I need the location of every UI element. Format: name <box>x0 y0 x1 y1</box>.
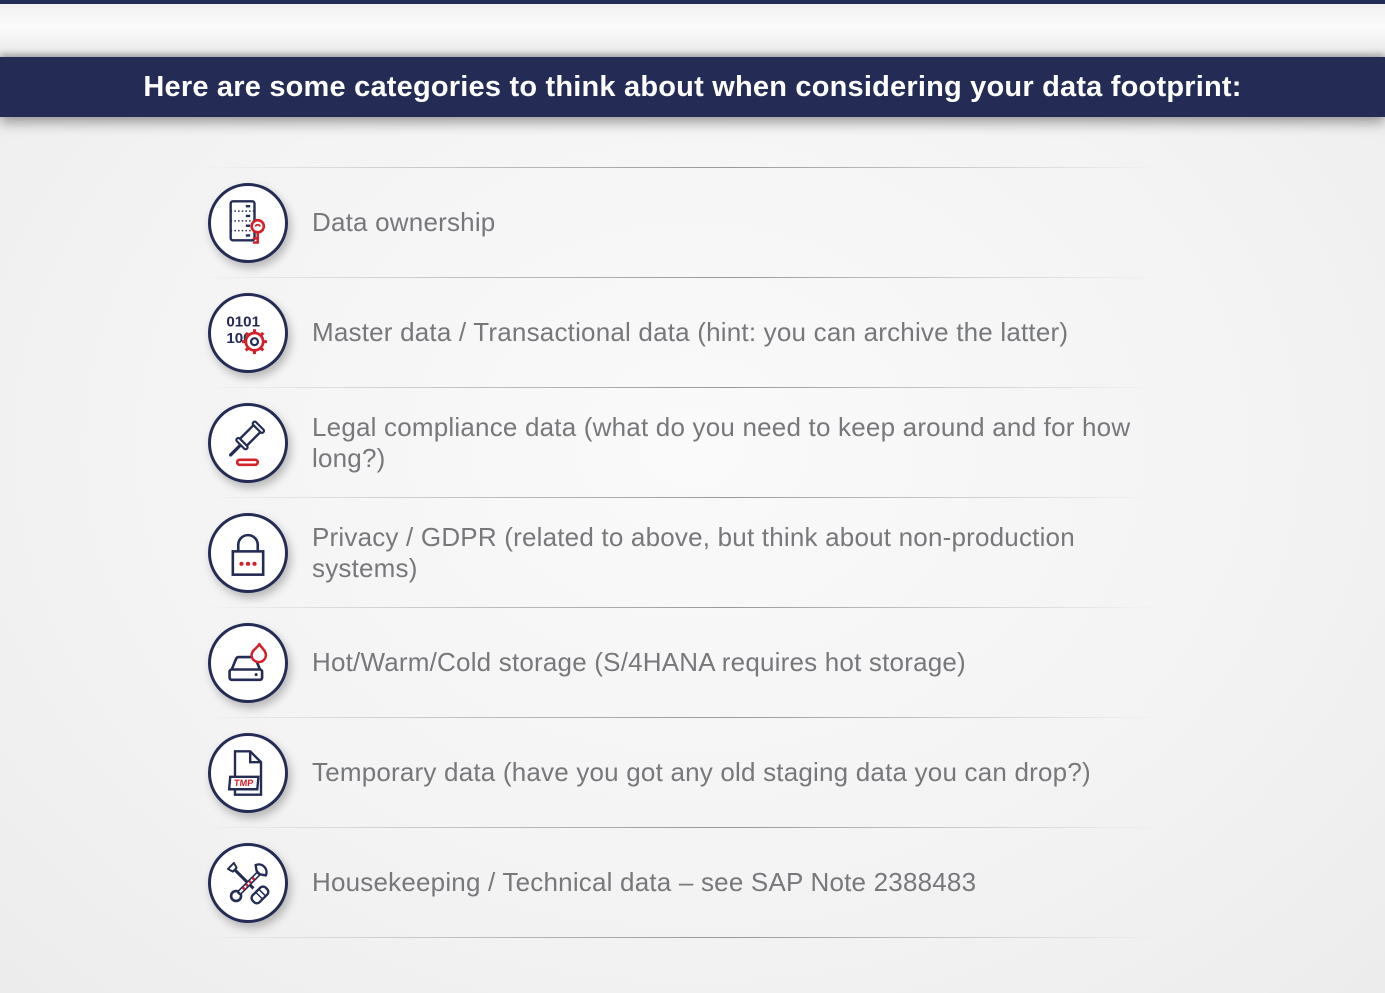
list-item: Legal compliance data (what do you need … <box>200 388 1162 497</box>
list-item-label: Temporary data (have you got any old sta… <box>312 757 1091 787</box>
list-item: Privacy / GDPR (related to above, but th… <box>200 498 1162 607</box>
list-item-label: Master data / Transactional data (hint: … <box>312 317 1069 347</box>
divider <box>200 277 1162 278</box>
list-item: 0101 100 Master data / Transactional dat… <box>200 278 1162 387</box>
page-title: Here are some categories to think about … <box>143 70 1242 103</box>
header-spacer <box>0 4 1385 57</box>
gavel-icon <box>208 402 288 483</box>
page-top-border <box>0 0 1385 4</box>
divider <box>200 827 1162 828</box>
tmp-file-text: TMP <box>234 778 254 788</box>
database-key-icon <box>208 182 288 263</box>
list-item: TMP Temporary data (have you got any old… <box>200 718 1162 827</box>
divider <box>200 497 1162 498</box>
list-item-label: Hot/Warm/Cold storage (S/4HANA requires … <box>312 647 966 677</box>
divider <box>200 167 1162 168</box>
list-item: Hot/Warm/Cold storage (S/4HANA requires … <box>200 608 1162 717</box>
list-item-label: Privacy / GDPR (related to above, but th… <box>312 521 1075 583</box>
list-item-label: Data ownership <box>312 207 496 237</box>
divider <box>200 387 1162 388</box>
list-item: Data ownership <box>200 168 1162 277</box>
binary-text-line1: 0101 <box>226 313 260 330</box>
list-item-label: Legal compliance data (what do you need … <box>312 411 1131 473</box>
category-list: Data ownership 0101 100 Master data / Tr… <box>200 167 1162 938</box>
tools-icon <box>208 842 288 923</box>
list-item-label: Housekeeping / Technical data – see SAP … <box>312 867 977 897</box>
list-item: Housekeeping / Technical data – see SAP … <box>200 828 1162 937</box>
divider <box>200 717 1162 718</box>
title-banner: Here are some categories to think about … <box>0 57 1385 117</box>
binary-gear-icon: 0101 100 <box>208 292 288 373</box>
tmp-file-icon: TMP <box>208 732 288 813</box>
divider <box>200 607 1162 608</box>
divider <box>200 937 1162 938</box>
padlock-icon <box>208 512 288 593</box>
harddrive-flame-icon <box>208 622 288 703</box>
